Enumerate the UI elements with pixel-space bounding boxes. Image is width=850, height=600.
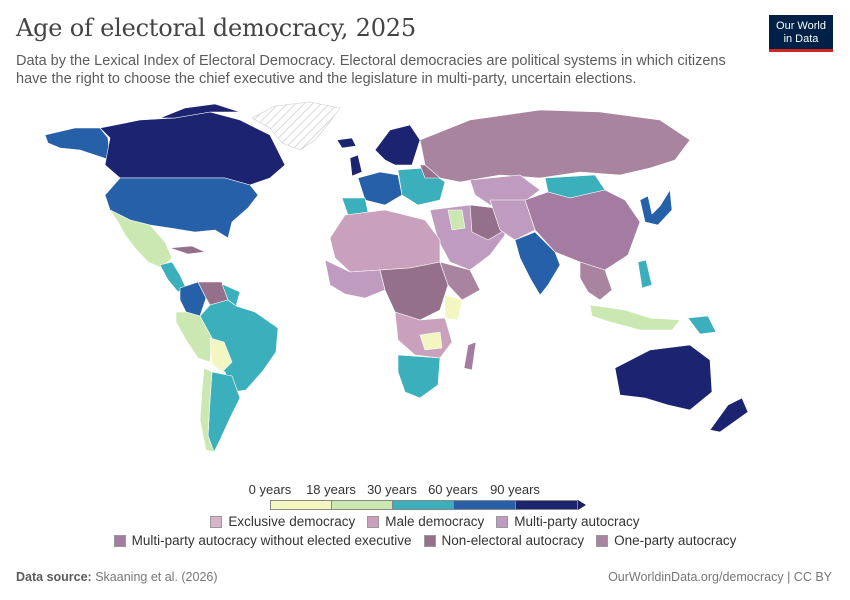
scale-label-30: 30 years <box>367 482 417 497</box>
data-source-label: Data source: <box>16 570 92 584</box>
world-map[interactable] <box>0 95 850 475</box>
region-horn-of-africa[interactable] <box>439 261 481 301</box>
legend-label: One-party autocracy <box>614 533 737 548</box>
logo-line-1: Our World <box>776 20 826 32</box>
legend-item-multi-party-autocracy-no-elected-exec[interactable]: Multi-party autocracy without elected ex… <box>113 533 412 548</box>
age-color-scale: 0 years 18 years 30 years 60 years 90 ye… <box>244 480 586 516</box>
region-alaska[interactable] <box>44 127 111 161</box>
region-argentina[interactable] <box>207 371 241 453</box>
region-kenya[interactable] <box>444 294 463 321</box>
scale-label-90: 90 years <box>490 482 540 497</box>
region-cuba[interactable] <box>169 245 206 255</box>
legend-swatch <box>496 515 509 528</box>
data-source: Data source: Skaaning et al. (2026) <box>16 570 218 584</box>
scale-bin-0-18 <box>270 500 331 510</box>
region-central-asia[interactable] <box>489 199 536 241</box>
region-scandinavia[interactable] <box>374 124 421 166</box>
region-se-asia[interactable] <box>579 261 613 301</box>
region-canada[interactable] <box>99 111 286 186</box>
scale-bar <box>270 500 578 510</box>
legend-item-male-democracy[interactable]: Male democracy <box>367 514 484 529</box>
region-zambia-malawi[interactable] <box>419 331 443 351</box>
category-legend-row-1: Exclusive democracy Male democracy Multi… <box>0 514 850 529</box>
region-southern-africa[interactable] <box>397 354 441 399</box>
region-west-africa[interactable] <box>324 259 386 299</box>
scale-label-18: 18 years <box>306 482 356 497</box>
logo-line-2: in Data <box>783 32 819 45</box>
chart-title: Age of electoral democracy, 2025 <box>16 14 416 42</box>
legend-label: Multi-party autocracy without elected ex… <box>131 533 412 548</box>
scale-arrow-icon <box>578 500 586 510</box>
region-uk[interactable] <box>349 154 363 177</box>
region-iceland[interactable] <box>336 137 357 149</box>
legend-swatch <box>423 534 436 547</box>
data-source-link[interactable]: Skaaning et al. (2026) <box>95 570 218 584</box>
footer-url[interactable]: OurWorldinData.org/democracy | CC BY <box>608 570 832 584</box>
legend-label: Exclusive democracy <box>228 514 356 529</box>
scale-bin-90-plus <box>515 500 578 510</box>
legend-item-exclusive-democracy[interactable]: Exclusive democracy <box>210 514 355 529</box>
region-korea-japan[interactable] <box>639 189 673 226</box>
region-bolivia[interactable] <box>209 337 233 373</box>
region-iraq[interactable] <box>447 209 466 231</box>
region-greenland[interactable] <box>251 101 341 151</box>
region-india[interactable] <box>514 231 561 296</box>
legend-item-one-party-autocracy[interactable]: One-party autocracy <box>596 533 736 548</box>
region-arctic-islands[interactable] <box>159 103 241 119</box>
scale-bin-60-90 <box>453 500 515 510</box>
scale-bin-30-60 <box>392 500 453 510</box>
legend-swatch <box>210 515 223 528</box>
legend-label: Male democracy <box>385 514 485 529</box>
region-russia[interactable] <box>419 109 691 183</box>
category-legend-row-2: Multi-party autocracy without elected ex… <box>0 533 850 548</box>
region-australia[interactable] <box>614 344 713 411</box>
chart-subtitle: Data by the Lexical Index of Electoral D… <box>16 53 726 87</box>
region-madagascar[interactable] <box>463 341 477 371</box>
legend-item-non-electoral-autocracy[interactable]: Non-electoral autocracy <box>423 533 585 548</box>
region-indonesia[interactable] <box>589 304 681 331</box>
legend-swatch <box>113 534 126 547</box>
scale-bin-18-30 <box>331 500 392 510</box>
legend-label: Non-electoral autocracy <box>441 533 585 548</box>
region-central-africa[interactable] <box>379 261 449 321</box>
region-philippines[interactable] <box>637 259 653 289</box>
scale-label-0: 0 years <box>248 482 292 497</box>
region-ecuador-peru[interactable] <box>175 311 213 363</box>
legend-label: Multi-party autocracy <box>514 514 640 529</box>
region-chile[interactable] <box>199 367 215 453</box>
region-papua-new-guinea[interactable] <box>687 315 717 335</box>
legend-item-multi-party-autocracy[interactable]: Multi-party autocracy <box>496 514 640 529</box>
region-north-africa[interactable] <box>329 209 441 273</box>
scale-label-60: 60 years <box>428 482 478 497</box>
legend-swatch <box>367 515 380 528</box>
legend-swatch <box>596 534 609 547</box>
region-new-zealand[interactable] <box>709 397 749 433</box>
owid-logo[interactable]: Our World in Data <box>769 15 833 52</box>
